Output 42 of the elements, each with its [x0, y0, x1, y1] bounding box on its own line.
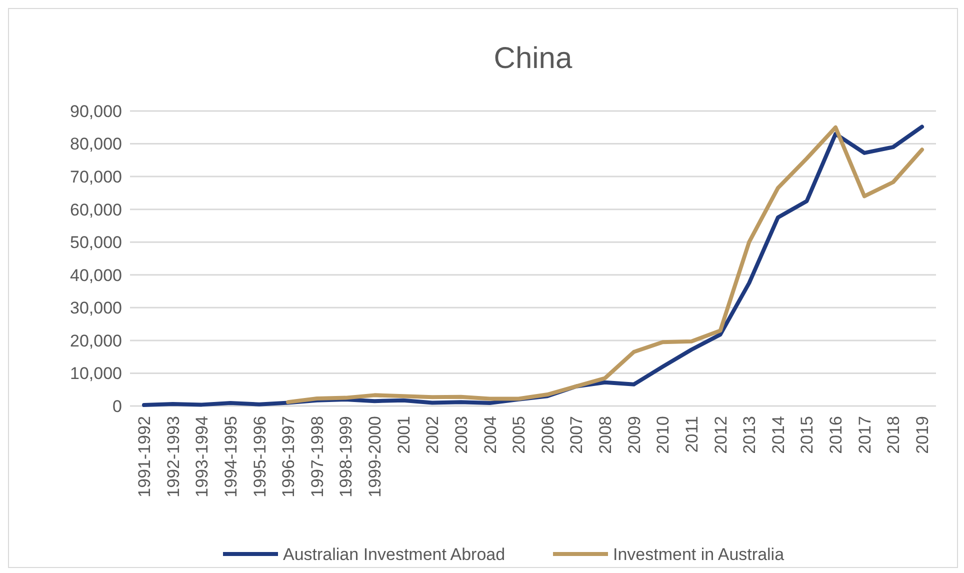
- legend-label: Australian Investment Abroad: [283, 544, 506, 564]
- x-tick-label: 1993-1994: [192, 416, 212, 498]
- x-tick-label: 2005: [510, 416, 529, 454]
- x-tick-label: 2012: [711, 416, 730, 454]
- x-tick-label: 1996-1997: [279, 416, 298, 498]
- x-tick-label: 2009: [624, 416, 644, 454]
- y-tick-label: 40,000: [70, 266, 122, 285]
- chart-title: China: [494, 42, 573, 75]
- y-tick-label: 60,000: [70, 200, 122, 220]
- x-tick-label: 2017: [855, 416, 874, 454]
- x-tick-label: 2003: [452, 416, 471, 454]
- x-tick-label: 2011: [682, 416, 702, 453]
- x-tick-label: 2007: [567, 416, 586, 454]
- legend-label: Investment in Australia: [613, 544, 785, 564]
- y-tick-label: 90,000: [70, 102, 122, 121]
- x-tick-label: 1999-2000: [366, 416, 385, 498]
- y-tick-label: 10,000: [70, 364, 122, 384]
- x-tick-label: 2006: [538, 416, 558, 454]
- x-tick-label: 2013: [740, 416, 760, 454]
- y-tick-label: 30,000: [70, 298, 122, 318]
- x-tick-label: 1994-1995: [221, 416, 240, 498]
- x-tick-label: 2001: [394, 416, 414, 454]
- y-tick-label: 70,000: [70, 168, 122, 187]
- line-series: [286, 125, 924, 404]
- x-tick-label: 2014: [768, 416, 788, 454]
- y-tick-label: 50,000: [70, 233, 122, 252]
- x-tick-label: 2008: [596, 416, 616, 454]
- y-tick-label: 0: [112, 396, 122, 416]
- x-tick-label: 1992-1993: [164, 416, 183, 498]
- x-tick-label: 2015: [798, 416, 817, 454]
- x-tick-label: 2002: [423, 416, 442, 454]
- x-tick-label: 2019: [913, 416, 932, 454]
- x-tick-label: 2010: [654, 416, 673, 454]
- x-tick-label: 1998-1999: [336, 416, 356, 498]
- x-tick-label: 1997-1998: [308, 416, 327, 498]
- y-tick-label: 20,000: [70, 331, 122, 350]
- x-tick-label: 2004: [480, 416, 500, 454]
- x-tick-label: 1995-1996: [250, 416, 270, 498]
- x-tick-label: 2018: [884, 416, 904, 454]
- x-tick-label: 2016: [826, 416, 846, 454]
- y-tick-label: 80,000: [70, 134, 122, 154]
- x-tick-label: 1991-1992: [135, 416, 154, 498]
